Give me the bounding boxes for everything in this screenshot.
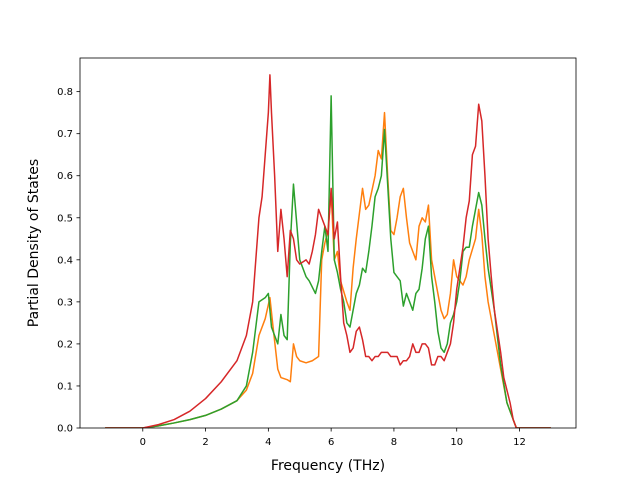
y-tick-label: 0.8: [57, 87, 73, 98]
y-tick-label: 0.0: [57, 424, 73, 435]
series-layer: [105, 74, 551, 428]
x-tick-label: 0: [140, 437, 146, 448]
x-tick-label: 10: [450, 437, 463, 448]
y-axis-label: Partial Density of States: [26, 159, 42, 327]
y-tick-label: 0.1: [57, 381, 73, 392]
plot-frame: [79, 57, 577, 429]
tick-layer: 0 2 4 6 8 10 12 0.0 0.1 0.2 0.3 0.4 0.5 0.6 0.7 0.8: [57, 87, 526, 448]
y-tick-label: 0.3: [57, 297, 73, 308]
y-tick-label: 0.6: [57, 171, 73, 182]
y-tick-label: 0.7: [57, 129, 73, 140]
x-tick-label: 4: [265, 437, 271, 448]
x-tick-label: 12: [513, 437, 526, 448]
y-tick-label: 0.4: [57, 255, 73, 266]
series-line-3: [105, 74, 551, 428]
x-tick-label: 6: [328, 437, 334, 448]
series-line-1: [105, 111, 551, 428]
x-tick-label: 8: [391, 437, 397, 448]
y-tick-label: 0.2: [57, 339, 73, 350]
y-tick-label: 0.5: [57, 213, 73, 224]
x-axis-label: Frequency (THz): [271, 458, 385, 474]
x-tick-label: 2: [202, 437, 208, 448]
